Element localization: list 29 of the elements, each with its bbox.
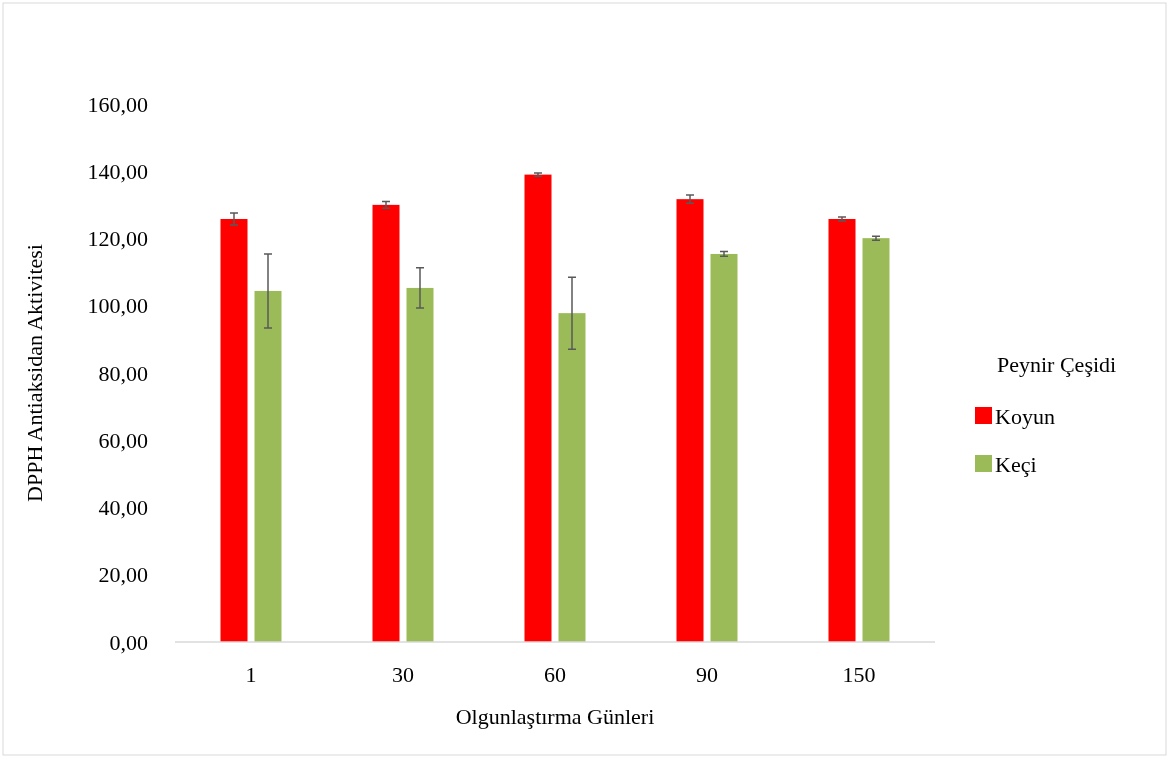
- y-tick-label: 80,00: [98, 360, 148, 386]
- bar: [710, 253, 738, 642]
- y-axis-title: DPPH Antiaksidan Aktivitesi: [22, 244, 47, 502]
- legend-label: Keçi: [995, 451, 1037, 477]
- y-tick-label: 20,00: [98, 562, 148, 588]
- legend-label: Koyun: [995, 403, 1055, 429]
- bar: [676, 199, 704, 642]
- y-tick-label: 140,00: [87, 158, 148, 184]
- bar: [828, 219, 856, 642]
- x-tick-label: 60: [544, 662, 566, 687]
- x-tick-label: 30: [392, 662, 414, 687]
- y-tick-label: 160,00: [87, 91, 148, 117]
- bar: [406, 287, 434, 642]
- bar: [524, 174, 552, 642]
- bar: [558, 313, 586, 642]
- bar: [254, 290, 282, 642]
- y-tick-label: 100,00: [87, 293, 148, 319]
- legend-title: Peynir Çeşidi: [997, 352, 1117, 377]
- y-tick-label: 0,00: [109, 629, 148, 655]
- y-tick-label: 120,00: [87, 226, 148, 252]
- bar: [372, 204, 400, 642]
- x-tick-label: 1: [245, 662, 257, 687]
- bar: [220, 219, 248, 642]
- x-tick-label: 150: [842, 662, 876, 687]
- bar: [862, 238, 890, 642]
- y-tick-label: 60,00: [98, 427, 148, 453]
- x-axis-title: Olgunlaştırma Günleri: [455, 704, 655, 729]
- x-tick-label: 90: [696, 662, 718, 687]
- y-tick-label: 40,00: [98, 495, 148, 521]
